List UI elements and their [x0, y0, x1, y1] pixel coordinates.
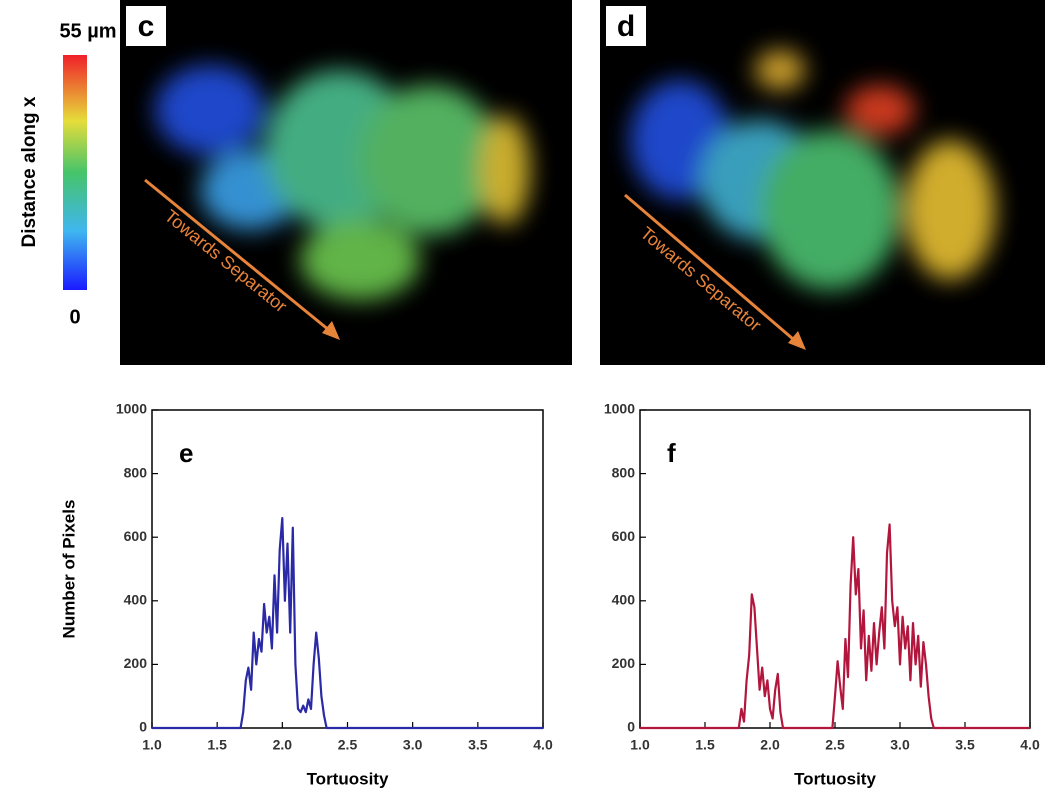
y-tick-label: 600	[124, 528, 148, 544]
y-tick-label: 1000	[604, 401, 635, 417]
x-tick-label: 3.0	[403, 737, 423, 753]
y-tick-label: 0	[627, 719, 635, 735]
panel-label: c	[138, 10, 155, 43]
x-tick-label: 2.5	[338, 737, 358, 753]
data-line	[640, 523, 1030, 730]
y-tick-label: 800	[612, 464, 636, 480]
x-tick-label: 4.0	[533, 737, 553, 753]
x-tick-label: 1.0	[142, 737, 162, 753]
render-panel: c Towards Separator	[120, 0, 572, 365]
data-line	[152, 517, 543, 730]
colorbar-title: Distance along x	[19, 96, 40, 247]
y-tick-label: 800	[124, 464, 148, 480]
y-tick-label: 200	[612, 655, 636, 671]
plot-frame	[639, 409, 1031, 729]
y-tick-label: 200	[124, 655, 148, 671]
x-tick-label: 3.5	[955, 737, 975, 753]
x-tick-label: 3.5	[468, 737, 488, 753]
render-panel: d Towards Separator	[600, 0, 1045, 365]
y-tick-label: 600	[612, 528, 636, 544]
y-tick-label: 1000	[116, 401, 147, 417]
colorbar-gradient	[63, 55, 87, 290]
x-tick-label: 1.5	[695, 737, 715, 753]
plot-frame	[151, 409, 544, 729]
x-tick-label: 2.0	[760, 737, 780, 753]
panel-label: e	[179, 438, 193, 468]
x-tick-label: 1.5	[207, 737, 227, 753]
colorbar: Distance along x 55 µm 0	[19, 20, 117, 328]
x-tick-label: 2.0	[273, 737, 293, 753]
y-tick-label: 400	[124, 592, 148, 608]
y-tick-label: 0	[139, 719, 147, 735]
x-tick-label: 2.5	[825, 737, 845, 753]
panel-label: f	[667, 438, 676, 468]
panel-label: d	[617, 10, 635, 43]
colorbar-min: 0	[69, 306, 80, 328]
y-tick-label: 400	[612, 592, 636, 608]
x-tick-label: 1.0	[630, 737, 650, 753]
x-tick-label: 4.0	[1020, 737, 1040, 753]
colorbar-max: 55 µm	[59, 20, 116, 42]
x-tick-label: 3.0	[890, 737, 910, 753]
y-axis-label: Number of Pixels	[59, 500, 78, 639]
x-axis-label: Tortuosity	[794, 769, 876, 788]
x-axis-label: Tortuosity	[307, 769, 389, 788]
